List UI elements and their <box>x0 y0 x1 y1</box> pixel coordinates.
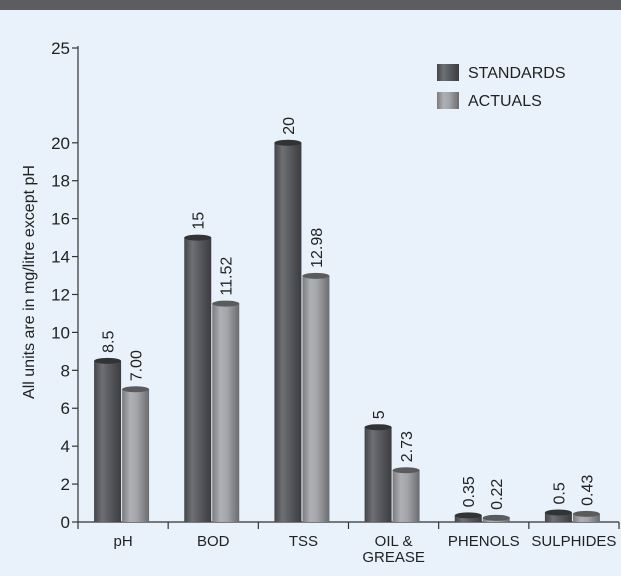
value-label: 0.22 <box>489 479 506 510</box>
x-category-label: pH <box>113 533 132 550</box>
bar-actuals <box>392 470 420 522</box>
bar-top-standards <box>364 424 392 431</box>
bar-actuals <box>572 513 600 522</box>
value-label: 0.35 <box>461 476 478 507</box>
value-label: 15 <box>191 212 208 230</box>
y-tick-label: 12 <box>51 285 70 304</box>
y-tick-label: 6 <box>61 399 70 418</box>
y-tick-label: 25 <box>51 39 70 58</box>
x-category-label: TSS <box>289 533 318 550</box>
bar-standards <box>94 360 122 522</box>
bar-top-standards <box>94 357 122 364</box>
value-label: 20 <box>281 117 298 135</box>
bar-top-standards <box>184 234 212 241</box>
value-label: 8.5 <box>101 330 118 352</box>
y-tick-label: 16 <box>51 210 70 229</box>
bar-top-standards <box>544 509 572 516</box>
legend-swatch-actuals <box>437 92 459 109</box>
x-category-label: PHENOLS <box>448 533 520 550</box>
y-tick-label: 2 <box>61 475 70 494</box>
legend-swatch-standards <box>437 64 459 81</box>
x-category-label: OIL & GREASE <box>362 533 425 566</box>
bar-standards <box>364 427 392 522</box>
bar-actuals <box>122 389 150 522</box>
y-tick-label: 0 <box>61 513 70 532</box>
bar-standards <box>274 142 302 523</box>
x-category-label: BOD <box>197 533 230 550</box>
y-tick-label: 18 <box>51 172 70 191</box>
bar-top-actuals <box>212 300 240 307</box>
legend-label: ACTUALS <box>468 93 542 110</box>
value-label: 0.5 <box>551 482 568 504</box>
value-label: 7.00 <box>129 350 146 381</box>
y-tick-label: 14 <box>51 248 70 267</box>
legend-label: STANDARDS <box>468 65 566 82</box>
value-label: 2.73 <box>399 431 416 462</box>
top-band <box>0 0 621 10</box>
value-label: 12.98 <box>309 228 326 268</box>
bar-actuals <box>302 275 330 522</box>
bar-standards <box>184 237 212 522</box>
x-category-label: SULPHIDES <box>531 533 616 550</box>
bar-actuals <box>212 303 240 522</box>
bar-top-standards <box>454 512 482 519</box>
y-tick-label: 8 <box>61 361 70 380</box>
bar-top-actuals <box>392 467 420 474</box>
bar-top-standards <box>274 139 302 146</box>
value-label: 5 <box>371 410 388 419</box>
y-tick-label: 10 <box>51 323 70 342</box>
value-label: 11.52 <box>219 257 236 296</box>
y-tick-label: 4 <box>61 437 70 456</box>
value-label: 0.43 <box>579 475 596 506</box>
bar-top-actuals <box>122 386 150 393</box>
bar-top-actuals <box>482 514 510 521</box>
y-tick-label: 20 <box>51 134 70 153</box>
y-axis-label: All units are in mg/litre except pH <box>21 165 38 399</box>
bar-standards <box>544 512 572 522</box>
bar-standards <box>454 515 482 522</box>
bar-top-actuals <box>572 510 600 517</box>
bar-top-actuals <box>302 272 330 279</box>
